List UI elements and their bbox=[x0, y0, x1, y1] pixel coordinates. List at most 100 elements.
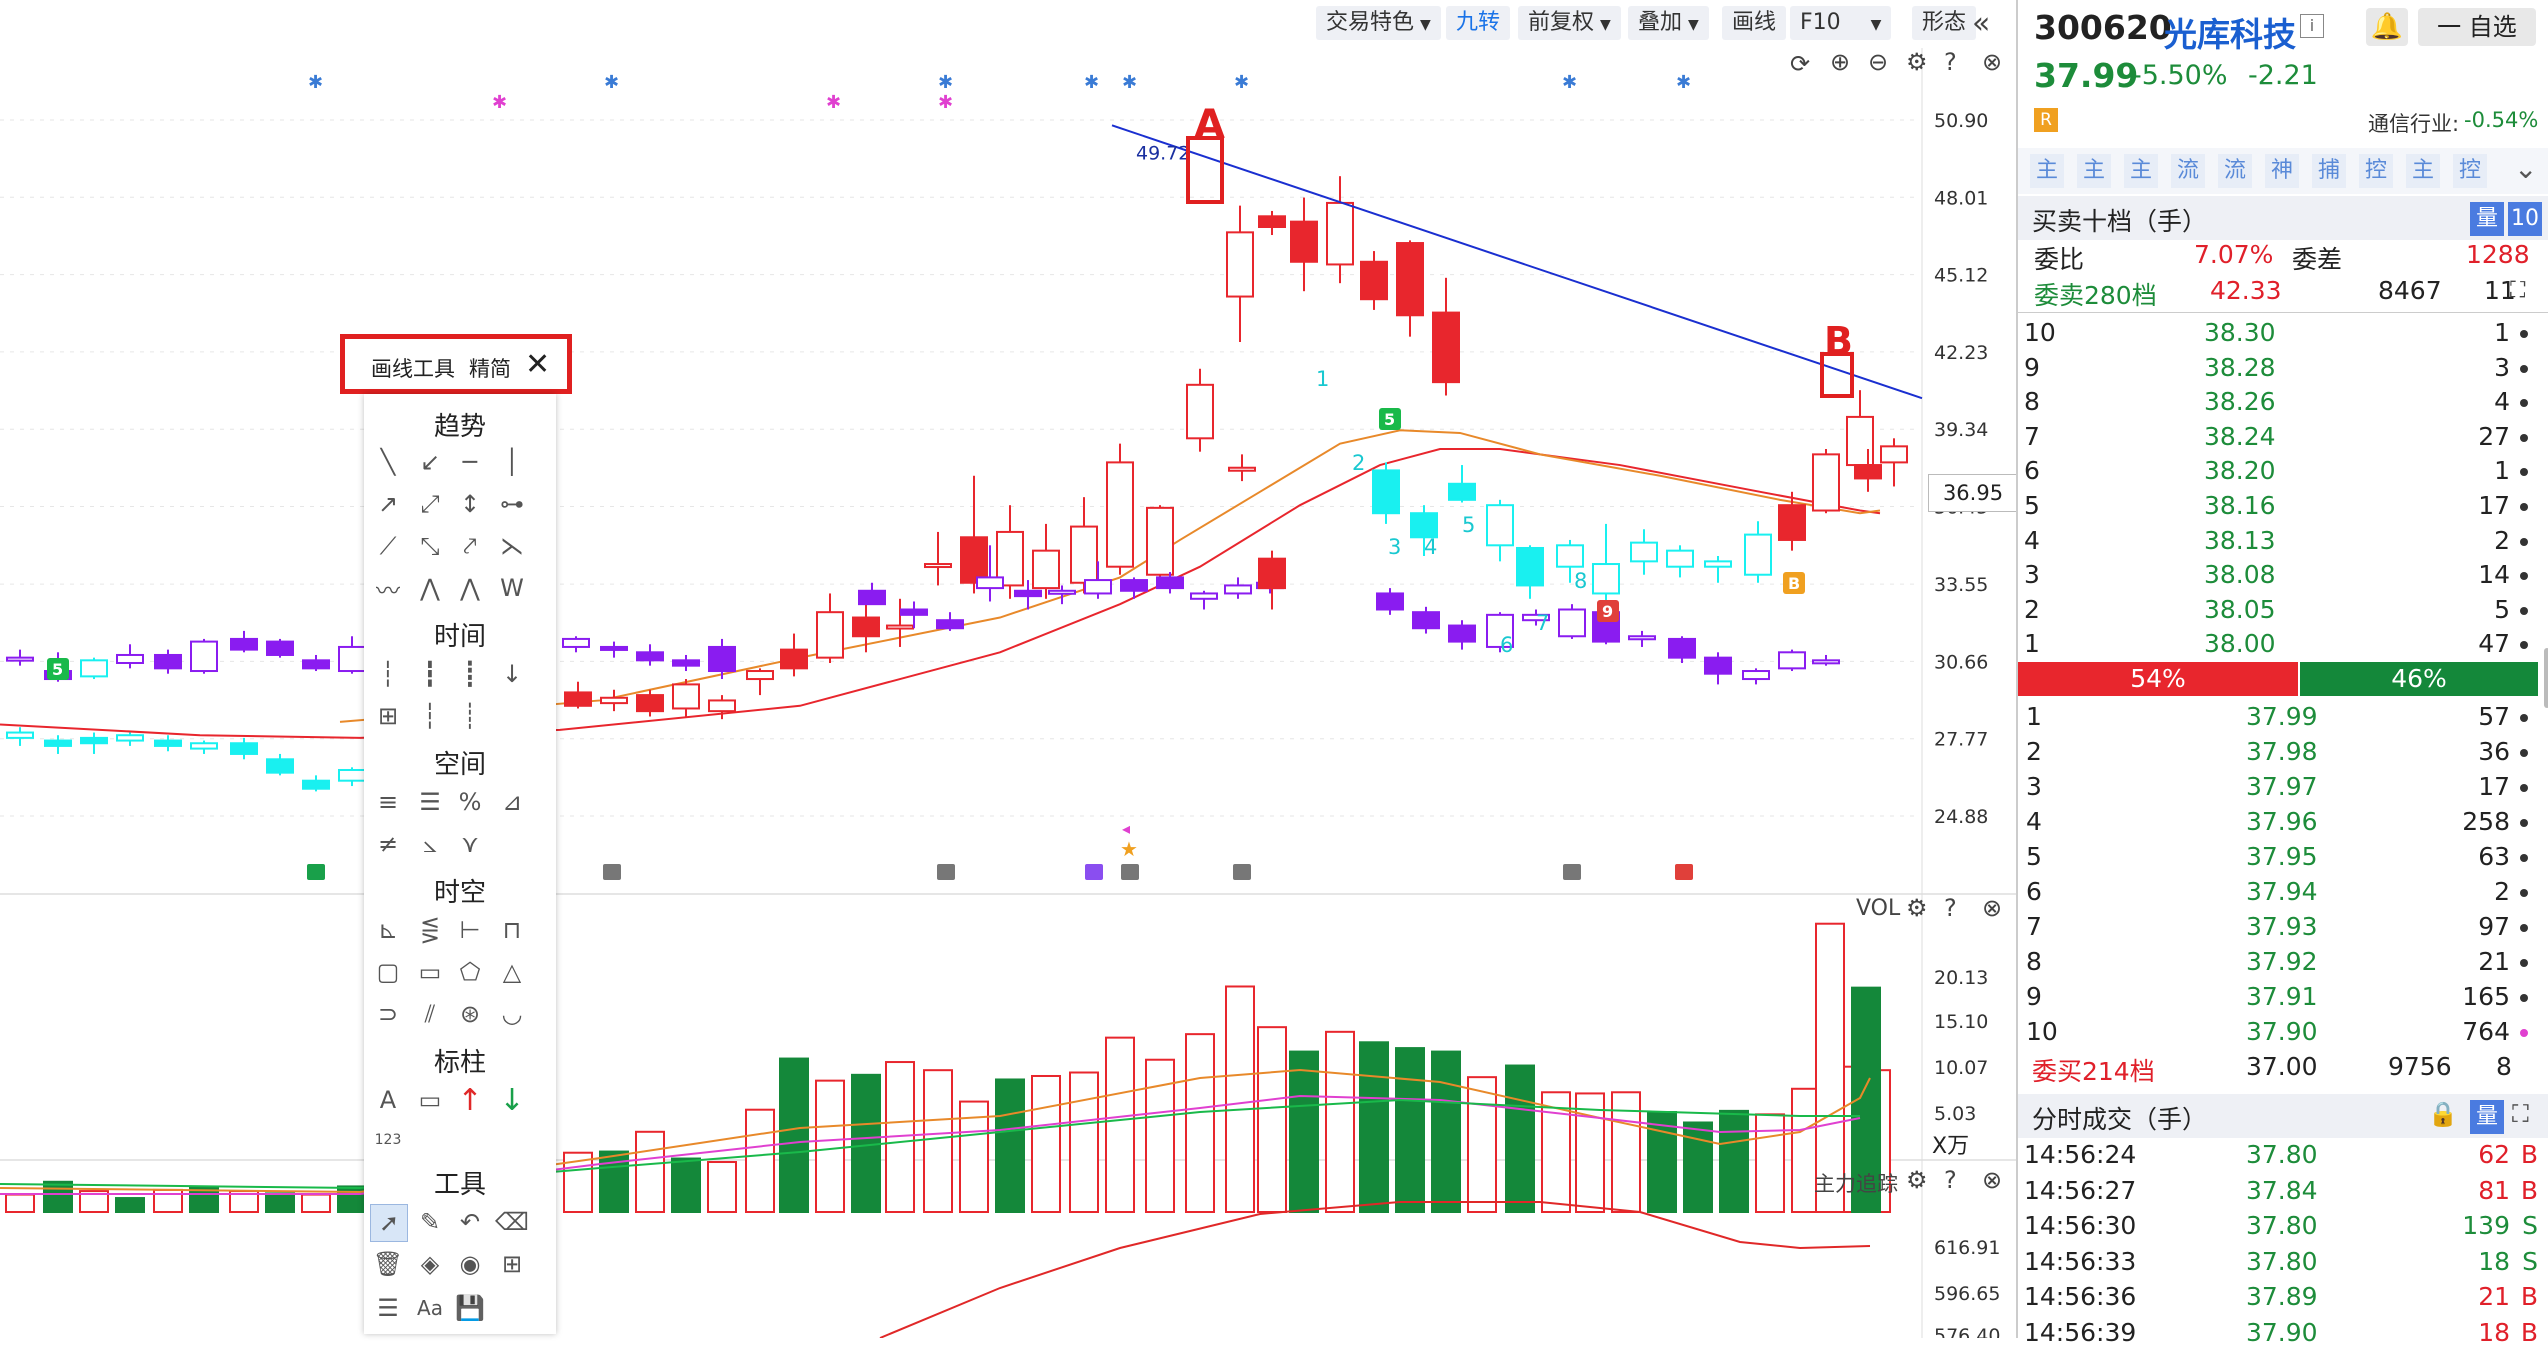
price-line-icon[interactable]: ⊶ bbox=[500, 490, 524, 518]
adjust-dropdown[interactable]: 前复权 ▼ bbox=[1518, 6, 1621, 40]
vertical-line-icon[interactable]: │ bbox=[504, 448, 520, 476]
segment-icon[interactable]: ↕ bbox=[459, 490, 481, 518]
double-chevron-left-icon[interactable]: « bbox=[1972, 6, 1991, 41]
overlay-dropdown[interactable]: 叠加 ▼ bbox=[1628, 6, 1709, 40]
help-icon[interactable]: ? bbox=[1944, 48, 1957, 76]
close-icon[interactable]: ✕ bbox=[525, 347, 551, 382]
line-icon[interactable]: ╲ bbox=[380, 448, 396, 476]
refresh-icon[interactable]: ⟳ bbox=[1790, 50, 1811, 78]
fill-icon[interactable]: ◈ bbox=[420, 1250, 440, 1278]
draw-line-button[interactable]: 画线 bbox=[1722, 6, 1787, 40]
tracking-settings-icon[interactable]: ⚙ bbox=[1906, 1166, 1928, 1194]
angle-icon[interactable]: ⊿ bbox=[501, 788, 523, 816]
gann-time-icon[interactable]: ┋ bbox=[462, 660, 478, 688]
stock-name[interactable]: 光库科技 bbox=[2164, 15, 2296, 54]
parallel-icon[interactable]: ⤡ bbox=[420, 532, 440, 560]
indicator-tab[interactable]: 主 bbox=[2030, 154, 2064, 188]
extend-line-icon[interactable]: ⤢ bbox=[420, 490, 440, 518]
draw-tools-mode[interactable]: 精简 bbox=[469, 357, 511, 381]
percent-icon[interactable]: % bbox=[458, 788, 482, 816]
golden-ratio-icon[interactable]: ≡ bbox=[377, 788, 399, 816]
indicator-tab[interactable]: 流 bbox=[2218, 154, 2252, 188]
expand-icon[interactable]: ⛶ bbox=[2512, 1100, 2529, 1128]
industry-label[interactable]: 通信行业: bbox=[2368, 112, 2460, 136]
lock-icon[interactable]: 🔒 bbox=[2428, 1100, 2458, 1128]
scrollbar-thumb[interactable] bbox=[2544, 648, 2548, 708]
trade-features-dropdown[interactable]: 交易特色 ▼ bbox=[1316, 6, 1441, 40]
w-pattern-icon[interactable]: W bbox=[500, 574, 524, 602]
indicator-tab[interactable]: 捕 bbox=[2312, 154, 2346, 188]
trash-icon[interactable]: 🗑 bbox=[372, 1250, 404, 1278]
menu-icon[interactable]: ☰ bbox=[377, 1294, 399, 1322]
pattern-button[interactable]: 形态 bbox=[1912, 6, 1977, 40]
triangle-icon[interactable]: △ bbox=[502, 958, 522, 986]
indicator-tab[interactable]: 主 bbox=[2124, 154, 2158, 188]
tracking-help-icon[interactable]: ? bbox=[1944, 1166, 1957, 1194]
period-icon[interactable]: ⊞ bbox=[377, 702, 399, 730]
indicator-tab[interactable]: 神 bbox=[2265, 154, 2299, 188]
ray-icon[interactable]: ↙ bbox=[419, 448, 441, 476]
fan-line-icon[interactable]: ⦣ bbox=[423, 830, 437, 858]
brush-icon[interactable]: ✎ bbox=[419, 1208, 441, 1236]
vol-settings-icon[interactable]: ⚙ bbox=[1906, 894, 1928, 922]
indicator-tab[interactable]: 主 bbox=[2077, 154, 2111, 188]
vol-help-icon[interactable]: ? bbox=[1944, 894, 1957, 922]
callout-icon[interactable]: ▭ bbox=[418, 1086, 442, 1114]
eye-icon[interactable]: ◉ bbox=[459, 1250, 481, 1278]
arrow-line-icon[interactable]: ↗ bbox=[377, 490, 399, 518]
indicator-tab[interactable]: 流 bbox=[2171, 154, 2205, 188]
wave3-icon[interactable]: ⋀ bbox=[460, 574, 480, 602]
down-arrow-icon[interactable]: ↓ bbox=[499, 1082, 525, 1118]
time-cycle-icon[interactable]: ┆ bbox=[380, 660, 396, 688]
down-time-icon[interactable]: ↓ bbox=[501, 660, 523, 688]
kline-chart-area[interactable]: ✱ ✱ ✱ ✱ ✱ ✱ ✱ ✱ ✱ ✱ ✱ 49.72 A B 1 2 3 4 5 6 7 8 5 5 9 B ★ ◂ 50.90 48… bbox=[0, 48, 2018, 1338]
horizontal-line-icon[interactable]: ─ bbox=[462, 448, 478, 476]
zigzag-icon[interactable]: ⋋ bbox=[500, 532, 524, 560]
vol-close-icon[interactable]: ⊗ bbox=[1982, 894, 2003, 922]
pointer-icon[interactable]: ➚ bbox=[370, 1204, 408, 1242]
gann-fan-icon[interactable]: ◡ bbox=[501, 1000, 523, 1028]
add-watchlist-button[interactable]: 一 自选 bbox=[2418, 8, 2536, 46]
indicator-tab[interactable]: 主 bbox=[2406, 154, 2440, 188]
time-zone-icon[interactable]: ┊ bbox=[462, 702, 478, 730]
chevron-double-down-icon[interactable]: ⌄ bbox=[2514, 152, 2538, 185]
nine-turn-button[interactable]: 九转 bbox=[1446, 6, 1511, 40]
channel-icon[interactable]: ⤤ bbox=[463, 532, 477, 560]
gann-line-icon[interactable]: ≠ bbox=[377, 830, 399, 858]
rect-icon[interactable]: ▢ bbox=[376, 958, 400, 986]
v-line-icon[interactable]: ⋎ bbox=[461, 830, 479, 858]
equal-time-icon[interactable]: ┆ bbox=[422, 702, 438, 730]
info-icon[interactable]: i bbox=[2300, 14, 2324, 38]
rect2-icon[interactable]: ▭ bbox=[418, 958, 442, 986]
wave2-icon[interactable]: ⋀ bbox=[420, 574, 440, 602]
eraser-icon[interactable]: ⌫ bbox=[495, 1208, 529, 1236]
speed-line-icon[interactable]: ⋚ bbox=[419, 916, 441, 944]
up-arrow-icon[interactable]: ↑ bbox=[457, 1082, 483, 1118]
fan-icon[interactable]: ⊾ bbox=[377, 916, 399, 944]
number-label-icon[interactable]: 123 bbox=[374, 1132, 402, 1148]
wave-icon[interactable]: 〰 bbox=[376, 576, 400, 605]
indicator-tab[interactable]: 控 bbox=[2359, 154, 2393, 188]
fib-time-icon[interactable]: ┇ bbox=[422, 660, 438, 688]
zoom-in-icon[interactable]: ⊕ bbox=[1830, 48, 1851, 76]
circle-icon[interactable]: ⊛ bbox=[459, 1000, 481, 1028]
volume-mode-button[interactable]: 量 bbox=[2470, 202, 2504, 236]
settings-icon[interactable]: ⚙ bbox=[1906, 48, 1928, 76]
bell-icon[interactable]: 🔔 bbox=[2366, 8, 2408, 46]
box-icon[interactable]: ⊓ bbox=[502, 916, 522, 944]
tracking-close-icon[interactable]: ⊗ bbox=[1982, 1166, 2003, 1194]
indicator-tab[interactable]: 控 bbox=[2453, 154, 2487, 188]
expand-icon[interactable]: ⛶ bbox=[2510, 278, 2526, 303]
zoom-out-icon[interactable]: ⊖ bbox=[1868, 48, 1889, 76]
f10-dropdown[interactable]: F10 ▼ bbox=[1790, 6, 1892, 40]
ticks-volume-mode-button[interactable]: 量 bbox=[2470, 1100, 2504, 1134]
undo-icon[interactable]: ↶ bbox=[459, 1208, 481, 1236]
font-icon[interactable]: Aa bbox=[417, 1296, 443, 1320]
depth-10-button[interactable]: 10 bbox=[2508, 202, 2542, 236]
close-icon[interactable]: ⊗ bbox=[1982, 48, 2003, 76]
grid-icon[interactable]: ⊞ bbox=[501, 1250, 523, 1278]
text-tool-icon[interactable]: A bbox=[379, 1086, 397, 1114]
parallel2-icon[interactable]: ⫽ bbox=[424, 1000, 436, 1028]
polyline-icon[interactable]: ⟋ bbox=[379, 532, 397, 560]
